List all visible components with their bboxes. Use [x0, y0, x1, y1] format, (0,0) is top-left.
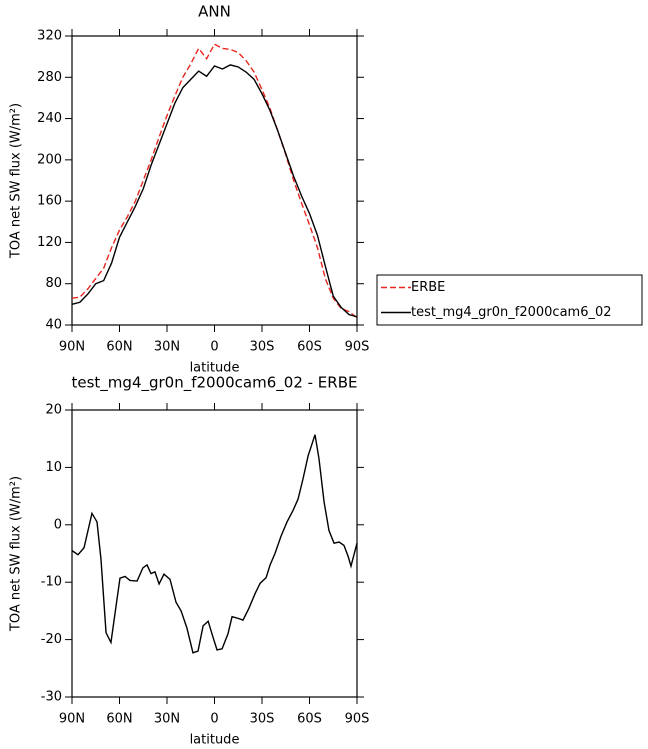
y-tick-label: -10 — [41, 575, 62, 590]
y-axis-label: TOA net SW flux (W/m²) — [9, 476, 24, 632]
plot-frame — [71, 409, 358, 698]
y-tick-label: 20 — [45, 403, 62, 418]
y-axis-label: TOA net SW flux (W/m²) — [9, 103, 24, 259]
x-tick-label: 90N — [59, 712, 85, 727]
y-tick-label: 320 — [37, 29, 62, 44]
x-tick-label: 30N — [154, 340, 180, 355]
y-tick-label: -20 — [41, 632, 62, 647]
x-tick-label: 30S — [250, 340, 275, 355]
x-tick-label: 60N — [106, 340, 132, 355]
x-axis-label: latitude — [190, 733, 240, 748]
y-tick-label: -30 — [41, 690, 62, 705]
y-tick-label: 200 — [37, 152, 62, 167]
y-tick-label: 280 — [37, 70, 62, 85]
y-tick-label: 160 — [37, 194, 62, 209]
x-tick-label: 0 — [210, 340, 218, 355]
data-line — [71, 64, 358, 318]
x-tick-label: 90S — [345, 712, 370, 727]
chart-title: test_mg4_gr0n_f2000cam6_02 - ERBE — [72, 374, 358, 393]
legend-label: test_mg4_gr0n_f2000cam6_02 — [411, 305, 612, 320]
x-tick-label: 30S — [250, 712, 275, 727]
x-tick-label: 30N — [154, 712, 180, 727]
data-line — [71, 43, 358, 319]
x-axis-label: latitude — [190, 361, 240, 376]
x-tick-label: 90S — [345, 340, 370, 355]
chart-title: ANN — [198, 3, 231, 21]
x-tick-label: 60S — [297, 712, 322, 727]
y-tick-label: 10 — [45, 460, 62, 475]
y-tick-label: 120 — [37, 235, 62, 250]
x-tick-label: 60N — [106, 712, 132, 727]
x-tick-label: 0 — [210, 712, 218, 727]
plot-frame — [71, 35, 358, 326]
y-tick-label: 40 — [45, 318, 62, 333]
legend-box — [376, 274, 643, 326]
y-tick-label: 80 — [45, 276, 62, 291]
legend-label: ERBE — [411, 280, 445, 295]
y-tick-label: 0 — [54, 517, 62, 532]
data-line — [71, 434, 358, 654]
x-tick-label: 90N — [59, 340, 85, 355]
y-tick-label: 240 — [37, 111, 62, 126]
x-tick-label: 60S — [297, 340, 322, 355]
